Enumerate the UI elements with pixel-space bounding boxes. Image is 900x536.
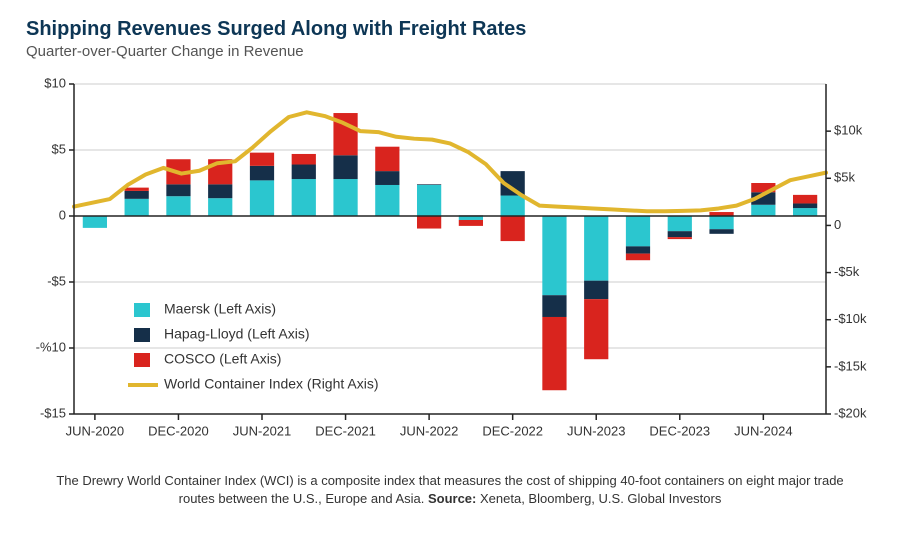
y-right-tick: 0 bbox=[834, 217, 841, 232]
bar-segment bbox=[250, 180, 274, 216]
bar-segment bbox=[668, 237, 692, 239]
y-left-tick: $10 bbox=[44, 75, 66, 90]
y-right-tick: $10k bbox=[834, 123, 863, 138]
legend-swatch bbox=[134, 353, 150, 367]
y-right-tick: -$5k bbox=[834, 264, 860, 279]
bar-segment bbox=[626, 254, 650, 261]
x-tick: JUN-2024 bbox=[734, 423, 793, 438]
bar-segment bbox=[166, 196, 190, 216]
bar-segment bbox=[417, 216, 441, 229]
bar-segment bbox=[542, 295, 566, 317]
x-tick: JUN-2022 bbox=[400, 423, 459, 438]
y-left-tick: 0 bbox=[59, 207, 66, 222]
footnote-line2: routes between the U.S., Europe and Asia… bbox=[179, 491, 428, 506]
bar-segment bbox=[584, 281, 608, 299]
legend-label: World Container Index (Right Axis) bbox=[164, 376, 379, 392]
bar-segment bbox=[292, 179, 316, 216]
bar-segment bbox=[626, 216, 650, 246]
chart-subtitle: Quarter-over-Quarter Change in Revenue bbox=[26, 43, 874, 60]
bar-segment bbox=[668, 216, 692, 231]
bar-segment bbox=[793, 203, 817, 208]
bar-segment bbox=[668, 231, 692, 237]
bar-segment bbox=[751, 205, 775, 216]
bar-segment bbox=[417, 185, 441, 216]
bar-segment bbox=[542, 216, 566, 295]
bar-segment bbox=[584, 216, 608, 281]
legend-label: COSCO (Left Axis) bbox=[164, 351, 281, 367]
chart-title: Shipping Revenues Surged Along with Frei… bbox=[26, 18, 874, 41]
x-tick: JUN-2020 bbox=[66, 423, 125, 438]
legend-label: Hapag-Lloyd (Left Axis) bbox=[164, 326, 310, 342]
bar-segment bbox=[501, 196, 525, 216]
bar-segment bbox=[166, 184, 190, 196]
bar-segment bbox=[542, 317, 566, 390]
bar-segment bbox=[709, 229, 733, 234]
bar-segment bbox=[292, 154, 316, 165]
bar-segment bbox=[793, 208, 817, 216]
bar-segment bbox=[125, 191, 149, 199]
x-tick: DEC-2022 bbox=[482, 423, 543, 438]
bar-segment bbox=[375, 185, 399, 216]
y-right-tick: -$15k bbox=[834, 358, 867, 373]
x-tick: DEC-2023 bbox=[649, 423, 710, 438]
bar-segment bbox=[501, 216, 525, 241]
legend-swatch bbox=[134, 328, 150, 342]
bar-segment bbox=[417, 184, 441, 185]
bar-segment bbox=[250, 153, 274, 166]
y-right-tick: -$20k bbox=[834, 405, 867, 420]
bar-segment bbox=[208, 184, 232, 198]
bar-segment bbox=[250, 166, 274, 181]
bar-segment bbox=[709, 216, 733, 229]
footnote: The Drewry World Container Index (WCI) i… bbox=[26, 472, 874, 507]
y-left-tick: -$5 bbox=[47, 273, 66, 288]
bar-segment bbox=[626, 246, 650, 253]
bar-segment bbox=[375, 147, 399, 171]
x-tick: JUN-2023 bbox=[567, 423, 626, 438]
bar-segment bbox=[459, 220, 483, 226]
bar-segment bbox=[584, 299, 608, 359]
bar-segment bbox=[292, 165, 316, 180]
x-tick: DEC-2020 bbox=[148, 423, 209, 438]
legend-label: Maersk (Left Axis) bbox=[164, 301, 276, 317]
bar-segment bbox=[793, 195, 817, 204]
y-left-tick: -%10 bbox=[36, 339, 66, 354]
bar-segment bbox=[83, 216, 107, 228]
footnote-source-label: Source: bbox=[428, 491, 476, 506]
revenue-freight-chart: -$15 -%10 -$5 0 $5 $10 -$20k -$15k -$10k -$5k 0 $5k… bbox=[26, 74, 874, 464]
bar-segment bbox=[375, 171, 399, 185]
x-tick: DEC-2021 bbox=[315, 423, 376, 438]
y-right-tick: $5k bbox=[834, 170, 855, 185]
y-left-tick: $5 bbox=[52, 141, 66, 156]
footnote-line1: The Drewry World Container Index (WCI) i… bbox=[56, 473, 843, 488]
x-tick: JUN-2021 bbox=[233, 423, 292, 438]
y-right-tick: -$10k bbox=[834, 311, 867, 326]
bar-segment bbox=[333, 179, 357, 216]
bar-segment bbox=[208, 198, 232, 216]
bar-segment bbox=[333, 155, 357, 179]
bar-segment bbox=[125, 199, 149, 216]
legend-swatch bbox=[134, 303, 150, 317]
bar-segment bbox=[125, 188, 149, 191]
footnote-source-value: Xeneta, Bloomberg, U.S. Global Investors bbox=[480, 491, 721, 506]
chart-container: -$15 -%10 -$5 0 $5 $10 -$20k -$15k -$10k -$5k 0 $5k… bbox=[26, 74, 874, 464]
y-left-tick: -$15 bbox=[40, 405, 66, 420]
